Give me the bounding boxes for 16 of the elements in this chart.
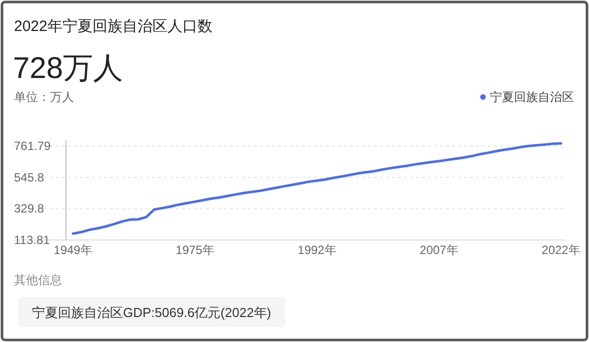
chart-title: 2022年宁夏回族自治区人口数 [14,18,212,35]
x-tick-label: 2022年 [542,243,580,257]
x-tick-label: 1992年 [298,243,336,257]
y-tick-label: 761.79 [14,139,52,154]
chart-subtitle: 728万人 [13,52,124,85]
x-tick-label: 1949年 [54,243,92,257]
text: 其他信息 [14,273,62,287]
y-axis-title: 单位：万人 [14,90,74,104]
x-tick-label: 2007年 [420,243,458,257]
y-tick-label: 113.81 [14,233,50,247]
line-series [72,142,562,235]
legend-label: 宁夏回族自治区 [490,90,574,104]
text: 宁夏回族自治区GDP:5069.6亿元(2022年) [32,305,272,320]
x-tick-label: 1975年 [176,243,214,257]
y-tick-label: 329.8 [14,202,44,216]
y-tick-label: 545.8 [14,170,44,184]
